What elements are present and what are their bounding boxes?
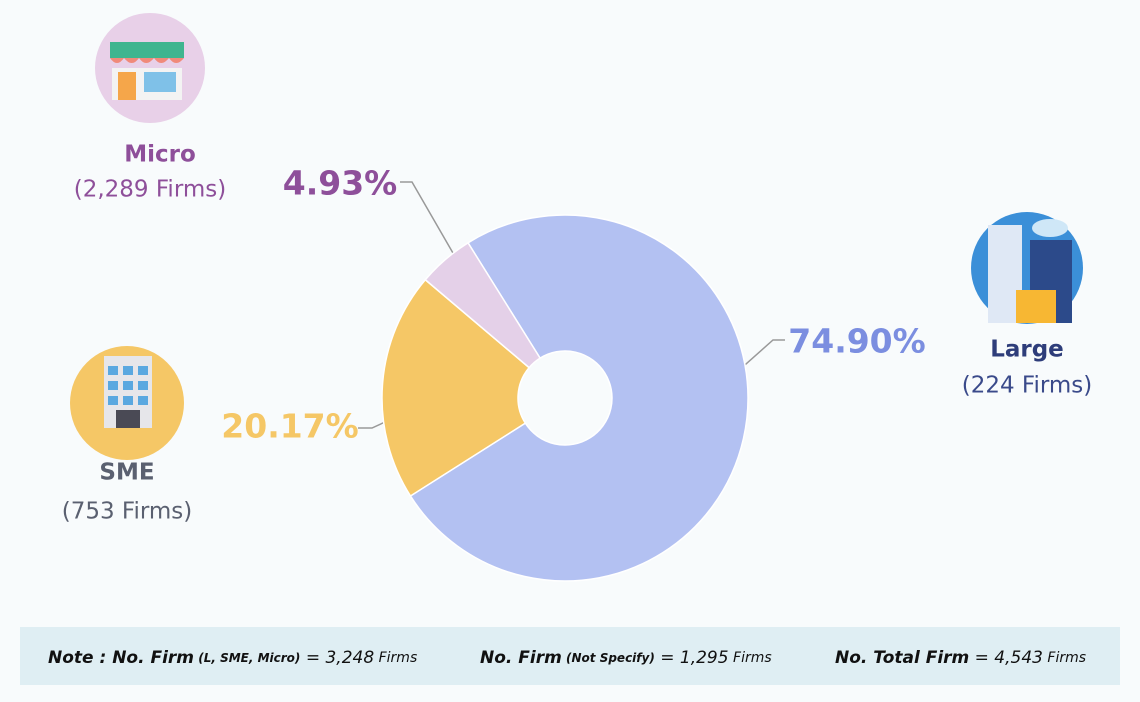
slice [409,214,749,582]
note-part: Note : No. Firm [48,648,194,668]
count-label: (2,289 Firms) [74,177,227,203]
note-box [20,627,1120,685]
value-label: 74.90% [788,322,925,361]
large-icon [971,212,1083,324]
pie [381,214,749,582]
category-label: SME [99,460,154,486]
note-part: Firms [374,650,417,666]
note: Note : No. Firm (L, SME, Micro) = 3,248 … [48,648,1086,668]
note-part: Firms [1043,650,1086,666]
note-part: No. Firm [480,648,562,668]
slice [381,278,531,497]
value-label: 4.93% [283,164,398,203]
note-part: (Not Specify) [562,651,655,665]
category-label: Micro [124,142,196,168]
note-part: Firms [729,650,772,666]
note-text: Note : No. Firm (L, SME, Micro) = 3,248 … [48,648,417,668]
value-label: 20.17% [221,407,358,446]
category-label: Large [990,337,1064,363]
sme-icon [70,346,184,460]
slice [424,241,542,369]
note-part: = 3,248 [300,648,374,668]
note-text: No. Firm (Not Specify) = 1,295 Firms [480,648,772,668]
note-part: No. Total Firm [835,648,969,668]
note-part: = 1,295 [655,648,729,668]
micro-icon [95,13,205,123]
note-part: (L, SME, Micro) [194,651,300,665]
note-text: No. Total Firm = 4,543 Firms [835,648,1086,668]
note-part: = 4,543 [969,648,1043,668]
count-label: (753 Firms) [62,499,193,525]
count-label: (224 Firms) [962,373,1093,399]
